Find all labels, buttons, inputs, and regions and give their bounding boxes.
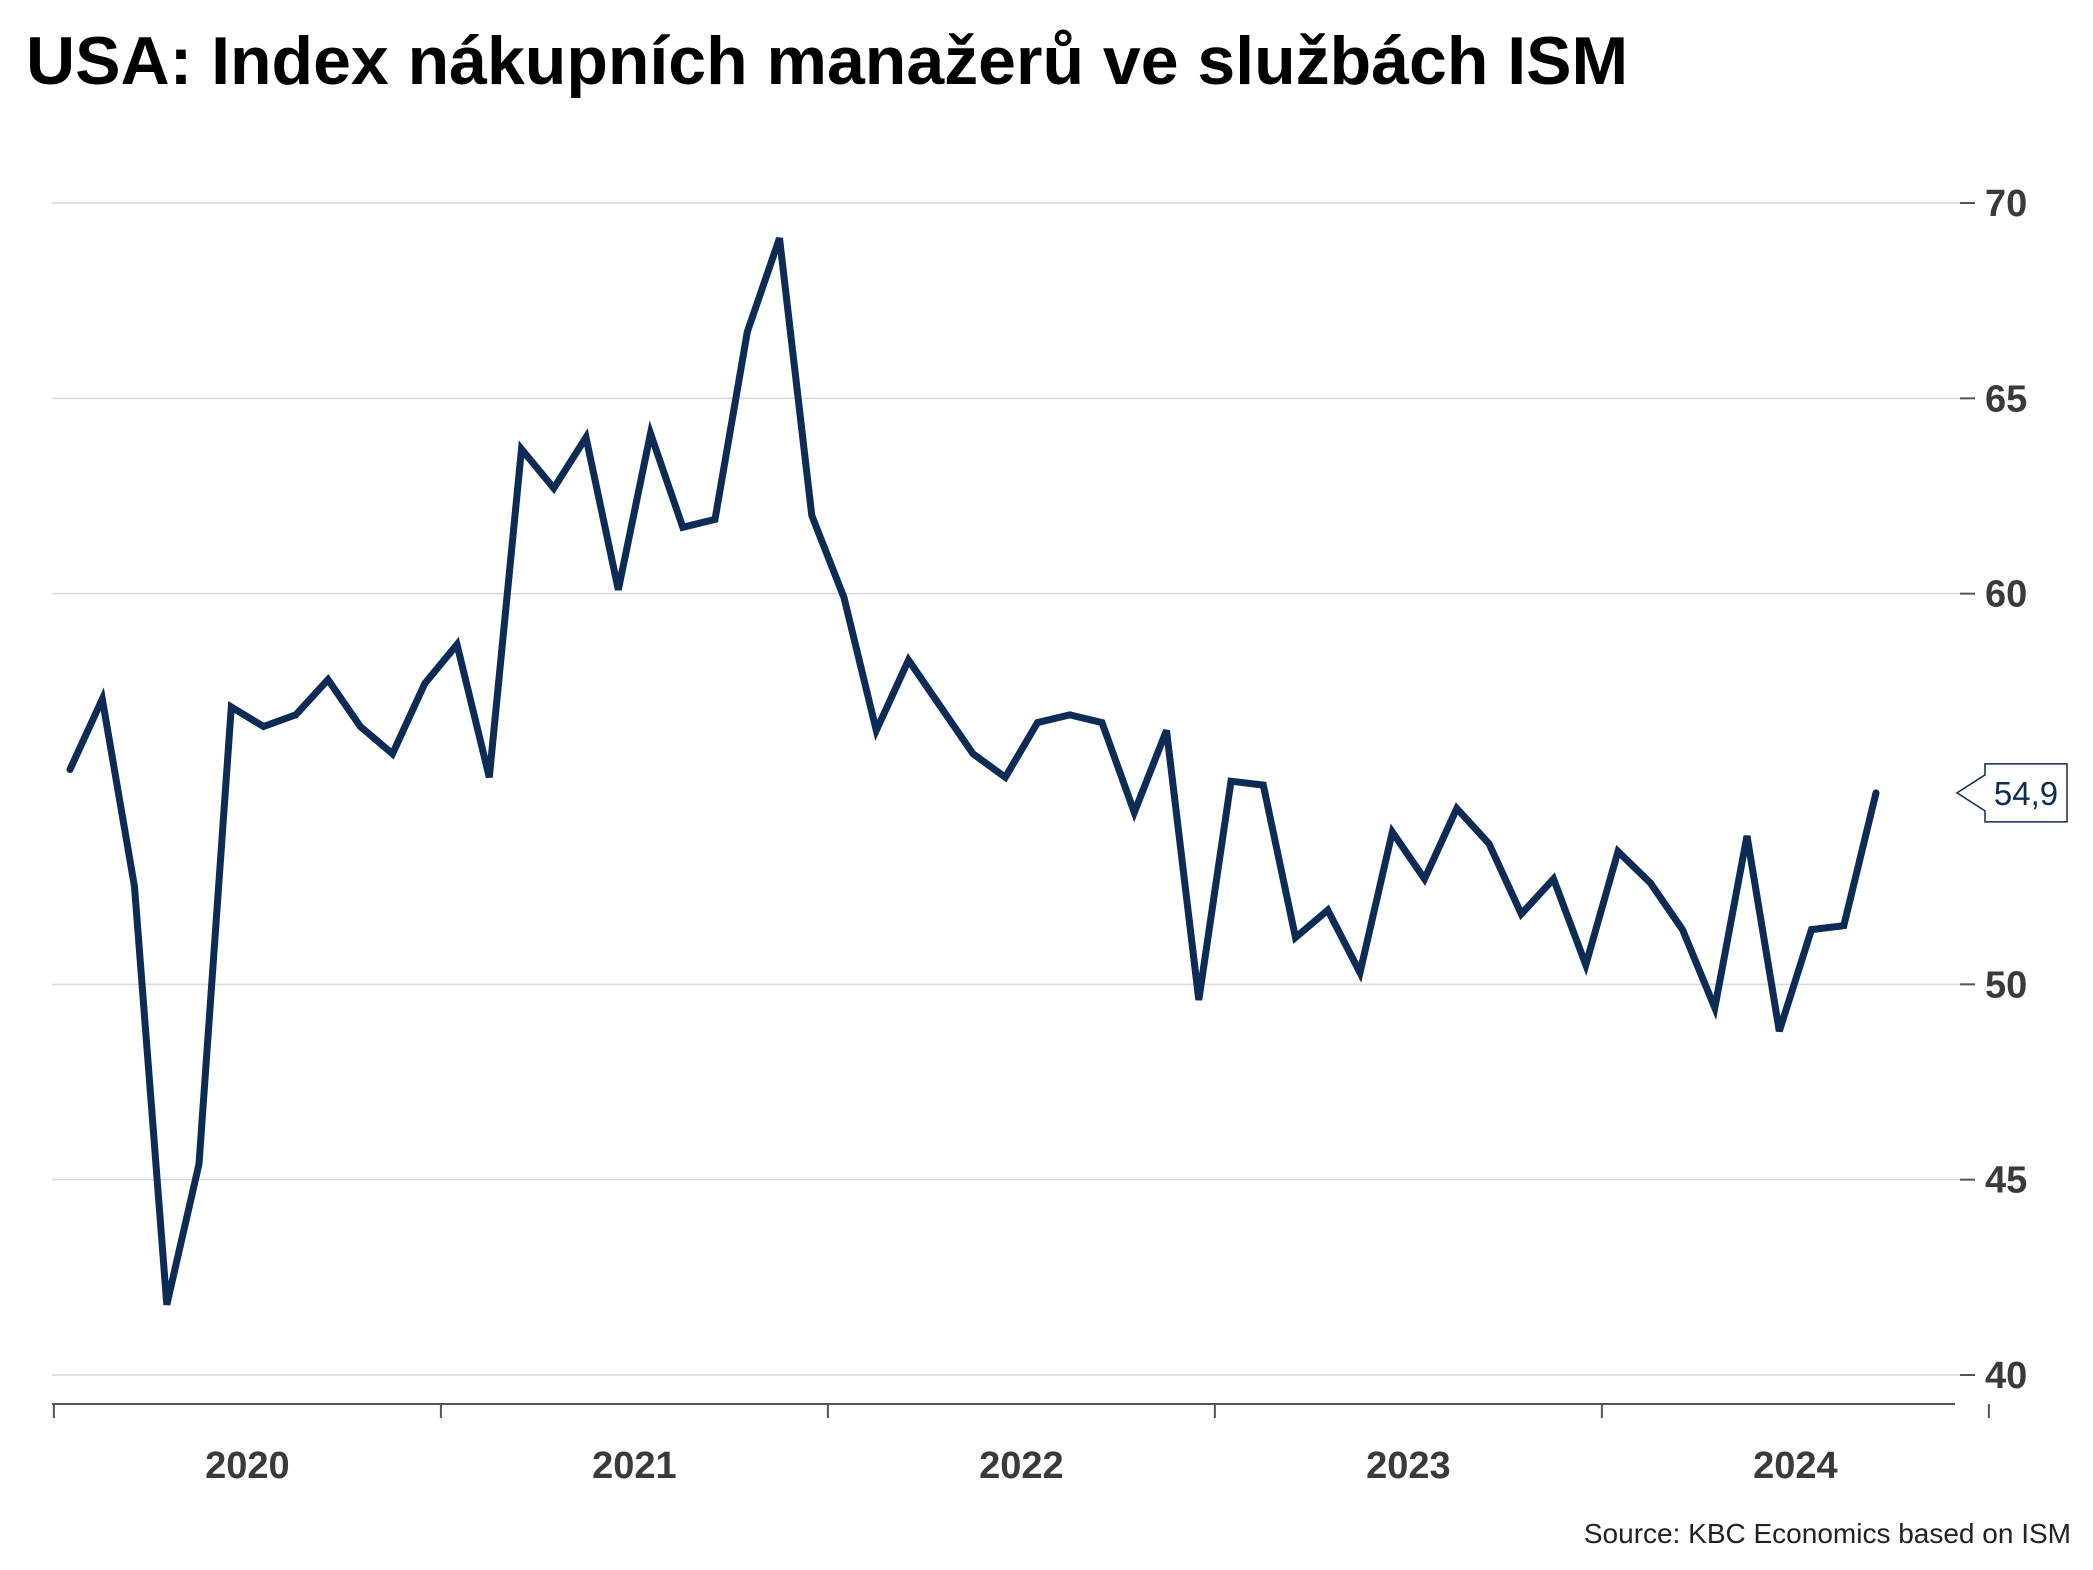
data-point <box>1583 962 1589 968</box>
y-tick-label: 45 <box>1985 1160 2027 1202</box>
data-point <box>777 235 783 241</box>
axis-layer: 40 45 50 60 65 70 2020 2021 2022 2023 2024 <box>52 183 2027 1487</box>
series-line <box>66 237 1880 1306</box>
last-value-label: 54,9 <box>1994 775 2058 812</box>
x-tick-label: 2024 <box>1753 1445 1838 1487</box>
y-tick-label: 60 <box>1985 574 2027 616</box>
data-point <box>970 751 976 757</box>
y-tick-label: 65 <box>1985 378 2027 420</box>
data-point <box>1647 880 1653 886</box>
data-point <box>712 516 718 522</box>
series-layer <box>66 235 1880 1308</box>
grid-layer <box>52 202 1960 1376</box>
data-point <box>422 681 428 687</box>
data-point <box>164 1302 170 1308</box>
source-note: Source: KBC Economics based on ISM <box>1583 1518 2071 1549</box>
data-point <box>390 751 396 757</box>
x-tick-label: 2023 <box>1366 1445 1451 1487</box>
data-point <box>67 767 73 773</box>
data-point <box>1260 782 1266 788</box>
data-point <box>680 524 686 530</box>
data-point <box>454 642 460 648</box>
y-tick-label: 50 <box>1985 964 2027 1006</box>
x-tick-label: 2021 <box>592 1445 677 1487</box>
data-point <box>228 704 234 710</box>
data-point <box>1454 806 1460 812</box>
data-point <box>906 657 912 663</box>
data-point <box>1228 778 1234 784</box>
last-value-callout <box>1955 763 2068 823</box>
data-point <box>1002 774 1008 780</box>
data-point <box>293 712 299 718</box>
x-tick-label: 2020 <box>205 1445 290 1487</box>
data-point <box>1389 829 1395 835</box>
data-point <box>551 485 557 491</box>
data-point <box>1196 997 1202 1003</box>
data-point <box>1809 927 1815 933</box>
data-point <box>1131 809 1137 815</box>
data-point <box>648 431 654 437</box>
data-point <box>196 1161 202 1167</box>
data-point <box>744 329 750 335</box>
data-point <box>1099 720 1105 726</box>
data-point <box>519 446 525 452</box>
data-point <box>1067 712 1073 718</box>
data-point <box>1873 790 1879 796</box>
data-point <box>1712 1005 1718 1011</box>
chart-title: USA: Index nákupních manažerů ve službác… <box>26 23 1629 99</box>
x-tick-label: 2022 <box>979 1445 1064 1487</box>
data-point <box>1357 970 1363 976</box>
y-tick-label: 70 <box>1985 183 2027 225</box>
data-point <box>1422 876 1428 882</box>
data-point <box>1035 720 1041 726</box>
data-point <box>486 774 492 780</box>
data-point <box>132 884 138 890</box>
data-point <box>809 513 815 519</box>
data-point <box>325 677 331 683</box>
data-point <box>873 727 879 733</box>
data-point <box>1776 1028 1782 1034</box>
data-point <box>583 434 589 440</box>
data-point <box>1744 833 1750 839</box>
y-tick-label: 40 <box>1985 1355 2027 1397</box>
data-point <box>1325 907 1331 913</box>
data-point <box>841 595 847 601</box>
data-point <box>1164 727 1170 733</box>
data-point <box>261 724 267 730</box>
data-point <box>1841 923 1847 929</box>
data-point <box>357 724 363 730</box>
data-point <box>1551 876 1557 882</box>
data-point <box>1486 841 1492 847</box>
data-point <box>1293 935 1299 941</box>
callout-layer: 54,9 <box>1955 763 2068 823</box>
data-point <box>1518 911 1524 917</box>
data-point <box>1615 849 1621 855</box>
data-point <box>99 696 105 702</box>
data-point <box>1680 927 1686 933</box>
data-point <box>938 704 944 710</box>
data-point <box>615 587 621 593</box>
